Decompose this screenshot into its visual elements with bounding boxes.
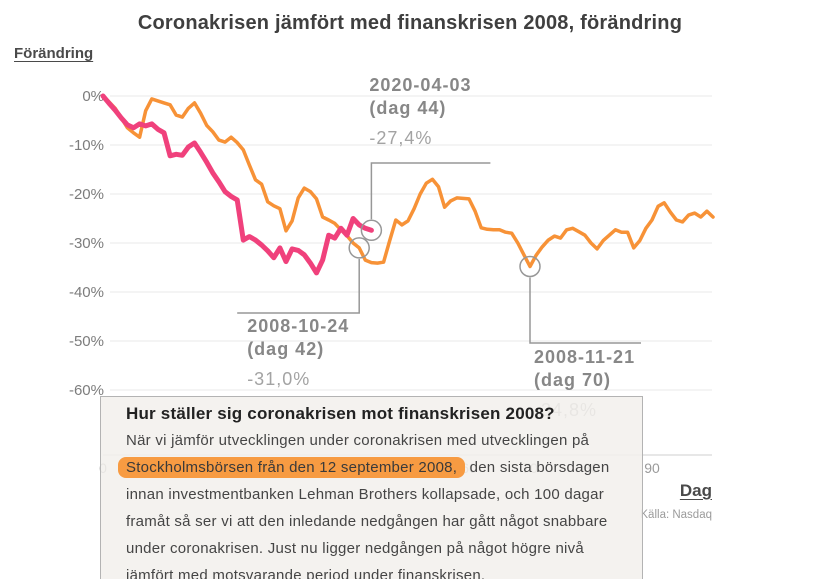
annotation-leader-line bbox=[370, 162, 491, 220]
annotation-value: -31,0% bbox=[247, 369, 311, 389]
annotation-day: (dag 42) bbox=[247, 339, 325, 359]
tooltip-popup: Hur ställer sig coronakrisen mot finansk… bbox=[100, 396, 643, 579]
y-tick-label: -50% bbox=[69, 333, 104, 350]
annotation-leader-line bbox=[529, 277, 641, 344]
x-tick-label: 90 bbox=[644, 460, 660, 476]
y-tick-label: 0% bbox=[82, 88, 104, 105]
annotation-marker-circle[interactable] bbox=[360, 219, 383, 242]
highlighted-text: Stockholmsbörsen från den 12 september 2… bbox=[118, 457, 466, 478]
annotation-day: (dag 70) bbox=[534, 370, 612, 390]
y-axis-label[interactable]: Förändring bbox=[14, 45, 94, 62]
x-axis-label[interactable]: Dag bbox=[679, 481, 712, 500]
annotation-marker-circle[interactable] bbox=[519, 255, 541, 278]
annotation-value: -27,4% bbox=[369, 128, 433, 148]
annotation-date: 2008-10-24 bbox=[247, 316, 350, 336]
annotation-date: 2020-04-03 bbox=[369, 75, 472, 95]
annotation-marker-circle[interactable] bbox=[348, 237, 370, 259]
annotation-finans-day42: 2008-10-24 (dag 42) -31,0% bbox=[247, 315, 349, 391]
y-tick-label: -10% bbox=[69, 137, 104, 154]
chart-title: Coronakrisen jämfört med finanskrisen 20… bbox=[137, 12, 683, 34]
series-line-finanskrisen-2008[interactable] bbox=[101, 94, 715, 269]
y-tick-label: -40% bbox=[69, 284, 104, 301]
tooltip-heading: Hur ställer sig coronakrisen mot finansk… bbox=[126, 404, 555, 423]
tooltip-text-before: När vi jämför utvecklingen under coronak… bbox=[126, 432, 590, 449]
y-tick-label: -60% bbox=[69, 382, 104, 399]
annotation-date: 2008-11-21 bbox=[534, 347, 636, 367]
tooltip-text-after: den sista börsdagen innan investmentbank… bbox=[126, 459, 610, 579]
annotation-leader-line bbox=[237, 258, 360, 314]
annotation-corona-day44: 2020-04-03 (dag 44) -27,4% bbox=[369, 74, 471, 150]
y-tick-label: -20% bbox=[69, 186, 104, 203]
series-line-coronakrisen[interactable] bbox=[100, 93, 374, 276]
source-credit: Källa: Nasdaq bbox=[640, 509, 712, 521]
y-tick-label: -30% bbox=[69, 235, 104, 252]
tooltip-body: När vi jämför utvecklingen under coronak… bbox=[118, 427, 622, 579]
annotation-day: (dag 44) bbox=[369, 98, 447, 118]
